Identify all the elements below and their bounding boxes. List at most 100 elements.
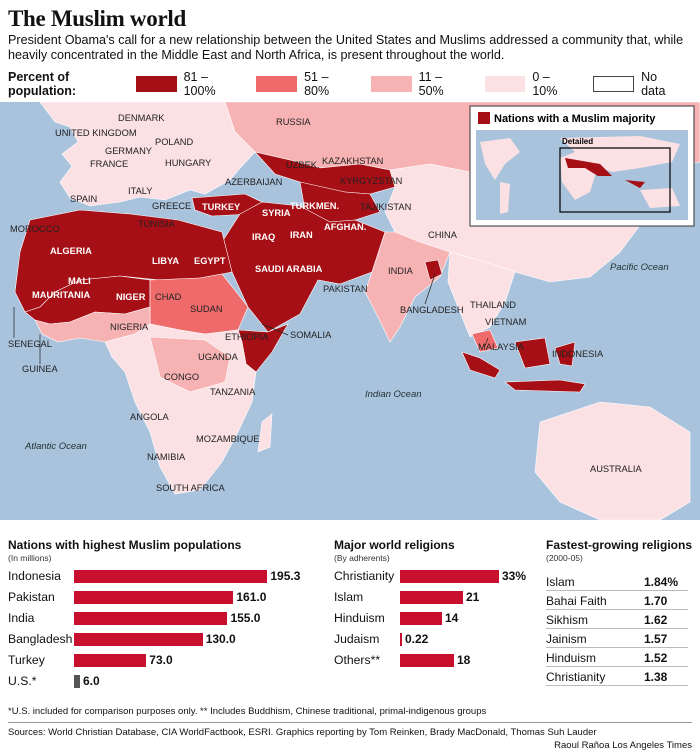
bar-category-label: Others** [334,653,381,667]
legend-item: No data [593,70,678,98]
bar [400,591,463,604]
bar-category-label: India [8,611,35,625]
fastest-panel: Fastest-growing religions (2000-05) [546,538,692,563]
bar [400,612,442,625]
country-label: MAURITANIA [32,290,90,300]
region-bangladesh [424,259,443,281]
country-label: UZBEK. [286,160,320,170]
legend-label: 81 – 100% [183,70,216,98]
bar-value-label: 33% [502,569,527,583]
inset-detail-label: Detailed [562,137,593,146]
inset-muslim-majority [565,158,645,188]
legend-label: 51 – 80% [304,70,330,98]
religion-name: Bahai Faith [546,593,607,608]
country-label: RUSSIA [276,117,311,127]
growth-rate: 1.84% [644,574,679,589]
inset-land [480,136,680,214]
country-label: NIGERIA [110,322,149,332]
inset-swatch [478,112,490,124]
growth-rate: 1.62 [644,612,668,627]
legend-label: 11 – 50% [418,70,444,98]
legend-label: No data [641,70,666,98]
bar-value-label: 18 [457,653,471,667]
region-kazakhstan [254,151,396,195]
country-label: SOUTH AFRICA [156,483,225,493]
country-label: MOROCCO [10,224,60,234]
country-label: BANGLADESH [400,305,464,315]
fastest-row: Islam 1.84% [546,573,688,591]
bar [74,612,228,625]
bar-category-label: Christianity [334,569,395,583]
bar-category-label: U.S.* [8,674,37,688]
sources: Sources: World Christian Database, CIA W… [8,727,597,738]
region-indonesia-borneo [514,337,551,369]
country-label: TURKMEN. [290,201,339,211]
fastest-row: Jainism 1.57 [546,630,688,648]
fastest-row: Sikhism 1.62 [546,611,688,629]
bar-category-label: Indonesia [8,569,61,583]
legend-swatch [370,76,412,92]
country-label: ANGOLA [130,412,170,422]
legend-swatch [256,76,298,92]
country-label: SAUDI ARABIA [255,264,323,274]
country-label: UGANDA [198,352,239,362]
bar-value-label: 73.0 [149,653,173,667]
legend-label: 0 – 10% [532,70,558,98]
religion-name: Christianity [546,669,606,684]
bar-category-label: Hinduism [334,611,385,625]
country-label: NIGER [116,292,146,302]
country-label: CHAD [155,292,182,302]
country-label: GREECE [152,201,191,211]
country-label: THAILAND [470,300,516,310]
country-label: ALGERIA [50,246,92,256]
region-europe [39,102,256,207]
country-label: ITALY [128,186,152,196]
legend-item: 51 – 80% [256,70,349,98]
country-label: CONGO [164,372,199,382]
fastest-row: Hinduism 1.52 [546,649,688,667]
bar [74,570,268,583]
leader-line [484,337,489,347]
fastest-title: Fastest-growing religions [546,538,693,552]
religions-title: Major world religions [334,538,455,552]
country-label: DENMARK [118,113,165,123]
country-label: CHINA [428,230,458,240]
bar-value-label: 155.0 [230,611,261,625]
bar [74,633,203,646]
country-label: HUNGARY [165,158,211,168]
religions-panel: Major world religions (By adherents) [334,538,455,563]
populations-unit: (In millions) [8,553,52,563]
country-label: SUDAN [190,304,223,314]
bar-value-label: 14 [445,611,459,625]
country-label: POLAND [155,137,194,147]
inset-map: Nations with a Muslim majority Detailed [469,105,695,227]
region-indonesia-sulawesi [554,341,576,367]
legend-swatch [135,76,177,92]
world-map: Nations with a Muslim majority Detailed … [0,102,700,520]
country-label: SPAIN [70,194,97,204]
country-label: SYRIA [262,208,291,218]
country-label: KAZAKHSTAN [322,156,383,166]
country-label: UNITED KINGDOM [55,128,137,138]
country-label: NAMIBIA [147,452,186,462]
bar-category-label: Islam [334,590,364,604]
populations-panel: Nations with highest Muslim populations … [8,538,241,563]
fastest-row: Christianity 1.38 [546,668,688,686]
bar-category-label: Judaism [334,632,380,646]
bar-value-label: 21 [466,590,480,604]
inset-detail-box [559,147,671,213]
growth-rate: 1.38 [644,669,668,684]
country-label: FRANCE [90,159,128,169]
country-label: TAJIKISTAN [360,202,411,212]
region-indonesia-java [504,379,586,393]
growth-rate: 1.57 [644,631,668,646]
region-indonesia-sumatra [461,351,501,379]
country-label: IRAN [290,230,313,240]
country-label: GUINEA [22,364,58,374]
legend-item: 81 – 100% [135,70,235,98]
ocean-label: Pacific Ocean [610,262,669,273]
divider [8,722,692,723]
country-label: AZERBAIJAN [225,177,282,187]
bar-value-label: 195.3 [270,569,301,583]
bar-category-label: Pakistan [8,590,55,604]
